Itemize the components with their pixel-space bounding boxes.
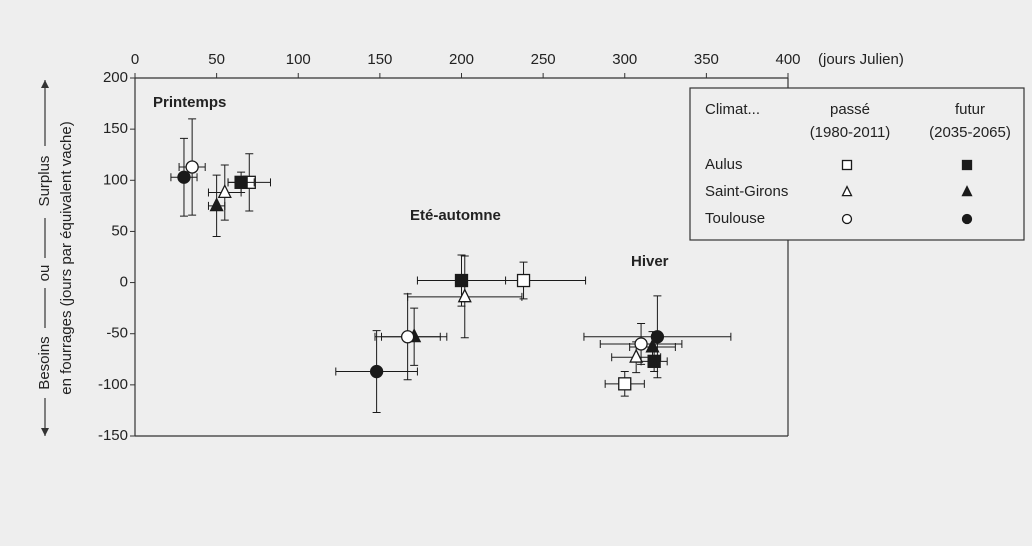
marker <box>629 348 644 363</box>
y-label-or: ou <box>36 265 53 282</box>
marker <box>961 213 973 225</box>
x-tick-label: 150 <box>367 51 392 68</box>
season-label: Hiver <box>631 253 669 270</box>
y-label-unit: en fourrages (jours par équivalent vache… <box>58 121 75 395</box>
marker <box>650 330 665 344</box>
y-label-needs: Besoins <box>36 336 53 389</box>
marker <box>618 377 632 391</box>
marker <box>457 288 472 303</box>
legend-climate: futur <box>955 101 985 118</box>
legend-label: Toulouse <box>705 210 765 227</box>
legend-label: Aulus <box>705 156 743 173</box>
x-tick-label: 300 <box>612 51 637 68</box>
y-tick-label: 100 <box>103 171 128 188</box>
marker <box>454 273 469 288</box>
y-tick-label: 150 <box>103 120 128 137</box>
season-label: Eté-automne <box>410 207 501 224</box>
marker <box>369 364 384 379</box>
marker <box>234 175 248 189</box>
marker <box>645 338 660 353</box>
marker <box>217 183 232 199</box>
legend-title: Climat... <box>705 101 760 118</box>
marker <box>400 330 415 344</box>
legend-period: (2035-2065) <box>929 124 1011 141</box>
x-tick-label: 350 <box>694 51 719 68</box>
season-label: Printemps <box>153 94 226 111</box>
arrow-head <box>41 80 49 88</box>
x-tick-label: 200 <box>449 51 474 68</box>
marker <box>961 185 973 197</box>
x-tick-label: 0 <box>131 51 139 68</box>
y-tick-label: 0 <box>120 274 128 291</box>
legend-label: Saint-Girons <box>705 183 788 200</box>
legend-climate: passé <box>830 101 870 118</box>
marker <box>634 337 648 351</box>
x-tick-label: 100 <box>286 51 311 68</box>
y-tick-label: -150 <box>98 427 128 444</box>
y-axis-label: Besoins ou Surplus en fourrages (jours p… <box>36 80 75 436</box>
arrow-head <box>41 428 49 436</box>
y-tick-label: 200 <box>103 69 128 86</box>
marker <box>209 197 224 212</box>
marker <box>516 273 531 288</box>
x-tick-label: 400 <box>775 51 800 68</box>
y-label-surplus: Surplus <box>36 156 53 207</box>
marker <box>841 213 853 225</box>
marker <box>841 159 853 171</box>
x-axis-label: (jours Julien) <box>818 51 904 68</box>
marker <box>841 185 853 197</box>
marker <box>177 170 191 184</box>
y-tick-label: 50 <box>111 222 128 239</box>
x-tick-label: 50 <box>208 51 225 68</box>
x-tick-label: 250 <box>531 51 556 68</box>
y-tick-label: -100 <box>98 376 128 393</box>
y-tick-label: -50 <box>106 325 128 342</box>
legend-period: (1980-2011) <box>810 124 891 141</box>
marker <box>185 160 199 174</box>
marker <box>961 159 973 171</box>
